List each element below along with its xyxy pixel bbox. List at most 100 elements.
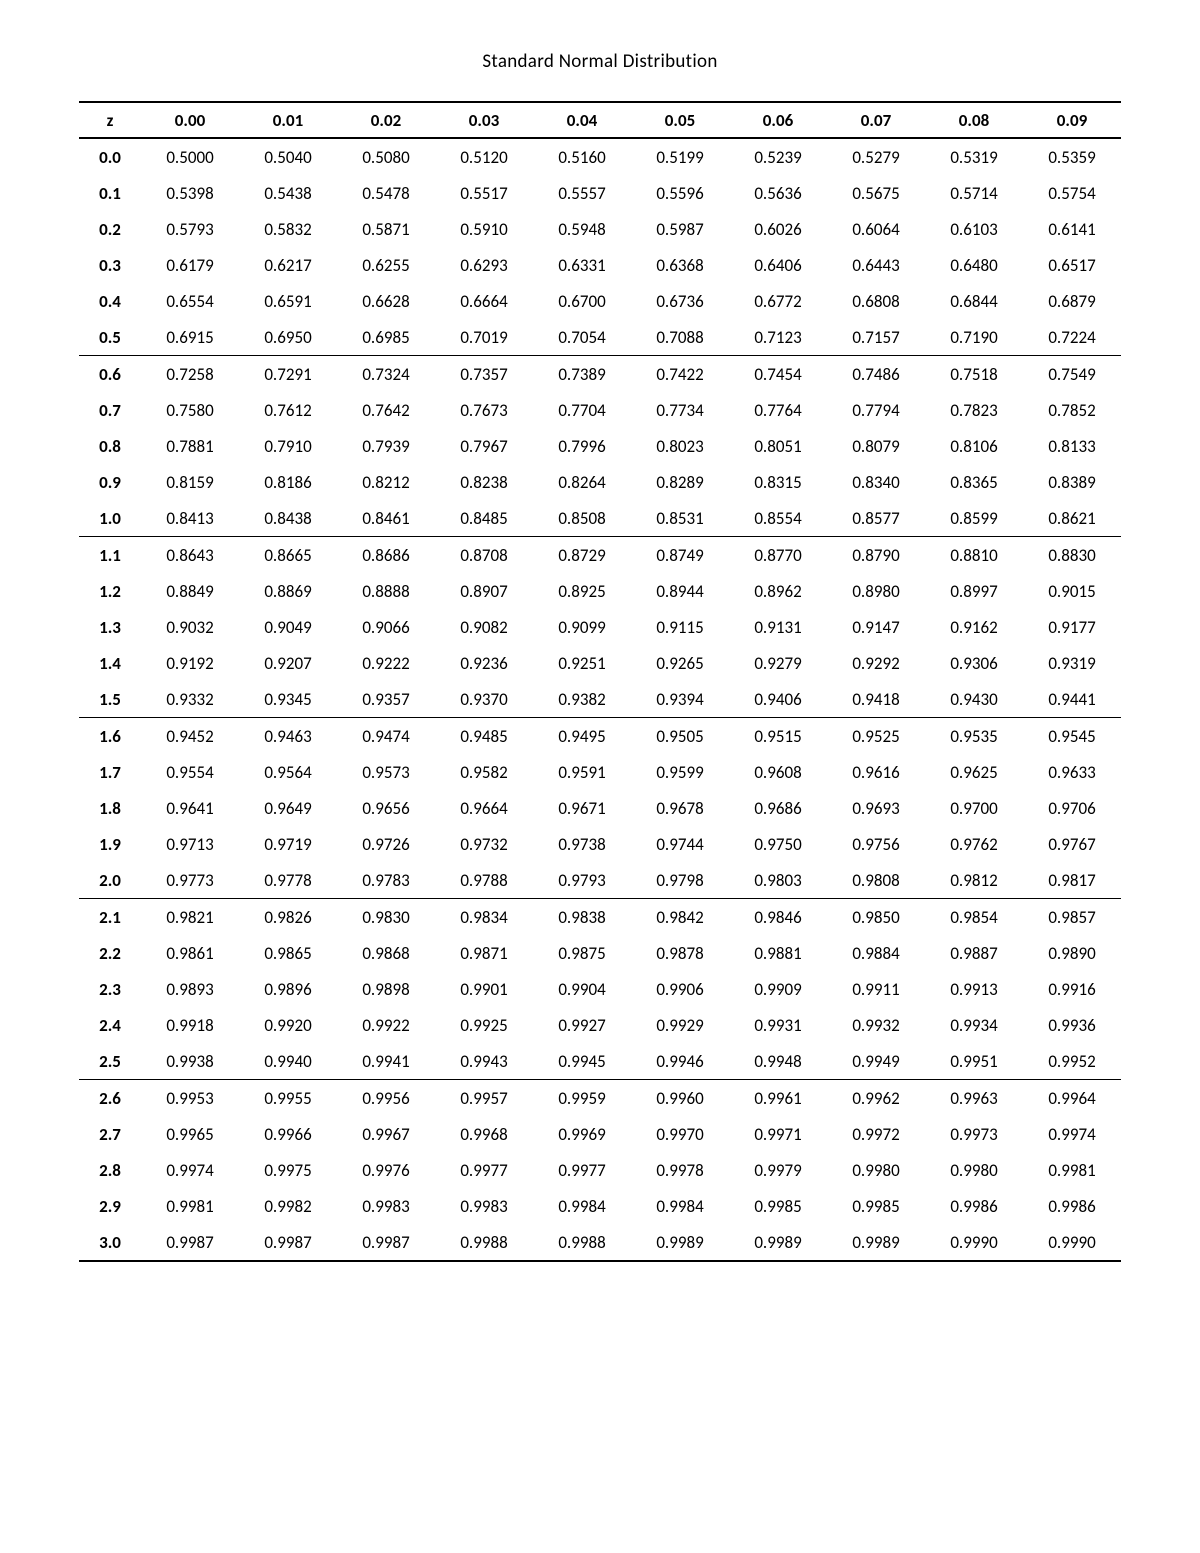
table-cell: 0.7088 bbox=[631, 319, 729, 356]
table-cell: 0.7454 bbox=[729, 356, 827, 393]
table-cell: 0.9985 bbox=[827, 1188, 925, 1224]
table-row: 2.30.98930.98960.98980.99010.99040.99060… bbox=[79, 971, 1121, 1007]
table-row: 0.80.78810.79100.79390.79670.79960.80230… bbox=[79, 428, 1121, 464]
row-label: 2.4 bbox=[79, 1007, 141, 1043]
table-cell: 0.9861 bbox=[141, 935, 239, 971]
row-label: 0.5 bbox=[79, 319, 141, 356]
table-cell: 0.9934 bbox=[925, 1007, 1023, 1043]
table-cell: 0.5948 bbox=[533, 211, 631, 247]
table-row: 0.40.65540.65910.66280.66640.67000.67360… bbox=[79, 283, 1121, 319]
table-cell: 0.9767 bbox=[1023, 826, 1121, 862]
table-cell: 0.9686 bbox=[729, 790, 827, 826]
table-row: 0.50.69150.69500.69850.70190.70540.70880… bbox=[79, 319, 1121, 356]
table-cell: 0.7422 bbox=[631, 356, 729, 393]
table-cell: 0.7734 bbox=[631, 392, 729, 428]
table-cell: 0.9971 bbox=[729, 1116, 827, 1152]
table-cell: 0.9884 bbox=[827, 935, 925, 971]
table-cell: 0.9332 bbox=[141, 681, 239, 718]
table-cell: 0.9554 bbox=[141, 754, 239, 790]
table-cell: 0.9871 bbox=[435, 935, 533, 971]
table-cell: 0.9988 bbox=[533, 1224, 631, 1261]
table-cell: 0.9932 bbox=[827, 1007, 925, 1043]
table-cell: 0.9357 bbox=[337, 681, 435, 718]
table-cell: 0.9406 bbox=[729, 681, 827, 718]
table-cell: 0.9564 bbox=[239, 754, 337, 790]
page: Standard Normal Distribution z 0.00 0.01… bbox=[0, 0, 1200, 1342]
table-cell: 0.9505 bbox=[631, 718, 729, 755]
table-cell: 0.7881 bbox=[141, 428, 239, 464]
table-row: 2.50.99380.99400.99410.99430.99450.99460… bbox=[79, 1043, 1121, 1080]
table-cell: 0.9625 bbox=[925, 754, 1023, 790]
table-cell: 0.5871 bbox=[337, 211, 435, 247]
table-cell: 0.9162 bbox=[925, 609, 1023, 645]
table-cell: 0.6331 bbox=[533, 247, 631, 283]
table-cell: 0.9345 bbox=[239, 681, 337, 718]
table-cell: 0.8810 bbox=[925, 537, 1023, 574]
table-cell: 0.8686 bbox=[337, 537, 435, 574]
table-cell: 0.8106 bbox=[925, 428, 1023, 464]
table-cell: 0.9890 bbox=[1023, 935, 1121, 971]
table-cell: 0.9940 bbox=[239, 1043, 337, 1080]
table-cell: 0.9989 bbox=[729, 1224, 827, 1261]
table-cell: 0.9306 bbox=[925, 645, 1023, 681]
table-cell: 0.5517 bbox=[435, 175, 533, 211]
row-label: 1.5 bbox=[79, 681, 141, 718]
table-cell: 0.9812 bbox=[925, 862, 1023, 899]
table-cell: 0.8438 bbox=[239, 500, 337, 537]
table-cell: 0.9878 bbox=[631, 935, 729, 971]
table-cell: 0.6103 bbox=[925, 211, 1023, 247]
table-cell: 0.9957 bbox=[435, 1080, 533, 1117]
row-label: 1.4 bbox=[79, 645, 141, 681]
table-cell: 0.8079 bbox=[827, 428, 925, 464]
table-cell: 0.9485 bbox=[435, 718, 533, 755]
row-label: 2.8 bbox=[79, 1152, 141, 1188]
table-cell: 0.9987 bbox=[337, 1224, 435, 1261]
table-cell: 0.8770 bbox=[729, 537, 827, 574]
table-cell: 0.7054 bbox=[533, 319, 631, 356]
table-cell: 0.9713 bbox=[141, 826, 239, 862]
table-cell: 0.9938 bbox=[141, 1043, 239, 1080]
table-cell: 0.5596 bbox=[631, 175, 729, 211]
table-cell: 0.9394 bbox=[631, 681, 729, 718]
table-cell: 0.9956 bbox=[337, 1080, 435, 1117]
table-cell: 0.7823 bbox=[925, 392, 1023, 428]
table-cell: 0.9738 bbox=[533, 826, 631, 862]
table-cell: 0.9616 bbox=[827, 754, 925, 790]
col-header: 0.03 bbox=[435, 102, 533, 138]
table-row: 2.90.99810.99820.99830.99830.99840.99840… bbox=[79, 1188, 1121, 1224]
table-cell: 0.8849 bbox=[141, 573, 239, 609]
table-body: 0.00.50000.50400.50800.51200.51600.51990… bbox=[79, 138, 1121, 1261]
table-row: 0.30.61790.62170.62550.62930.63310.63680… bbox=[79, 247, 1121, 283]
table-cell: 0.9830 bbox=[337, 899, 435, 936]
table-cell: 0.8340 bbox=[827, 464, 925, 500]
table-cell: 0.9545 bbox=[1023, 718, 1121, 755]
table-cell: 0.9032 bbox=[141, 609, 239, 645]
table-cell: 0.5000 bbox=[141, 138, 239, 175]
table-cell: 0.9821 bbox=[141, 899, 239, 936]
table-cell: 0.9678 bbox=[631, 790, 729, 826]
table-cell: 0.9382 bbox=[533, 681, 631, 718]
table-cell: 0.8944 bbox=[631, 573, 729, 609]
table-cell: 0.9798 bbox=[631, 862, 729, 899]
table-cell: 0.9977 bbox=[435, 1152, 533, 1188]
table-cell: 0.9972 bbox=[827, 1116, 925, 1152]
table-row: 0.70.75800.76120.76420.76730.77040.77340… bbox=[79, 392, 1121, 428]
table-cell: 0.9948 bbox=[729, 1043, 827, 1080]
table-cell: 0.5398 bbox=[141, 175, 239, 211]
table-cell: 0.9251 bbox=[533, 645, 631, 681]
table-cell: 0.9015 bbox=[1023, 573, 1121, 609]
table-cell: 0.7910 bbox=[239, 428, 337, 464]
table-cell: 0.9719 bbox=[239, 826, 337, 862]
table-cell: 0.7324 bbox=[337, 356, 435, 393]
table-cell: 0.9441 bbox=[1023, 681, 1121, 718]
table-row: 0.00.50000.50400.50800.51200.51600.51990… bbox=[79, 138, 1121, 175]
table-cell: 0.7939 bbox=[337, 428, 435, 464]
table-cell: 0.9964 bbox=[1023, 1080, 1121, 1117]
table-cell: 0.9986 bbox=[925, 1188, 1023, 1224]
table-cell: 0.9236 bbox=[435, 645, 533, 681]
table-cell: 0.6141 bbox=[1023, 211, 1121, 247]
row-label: 0.4 bbox=[79, 283, 141, 319]
table-cell: 0.8980 bbox=[827, 573, 925, 609]
table-row: 2.20.98610.98650.98680.98710.98750.98780… bbox=[79, 935, 1121, 971]
table-cell: 0.7764 bbox=[729, 392, 827, 428]
